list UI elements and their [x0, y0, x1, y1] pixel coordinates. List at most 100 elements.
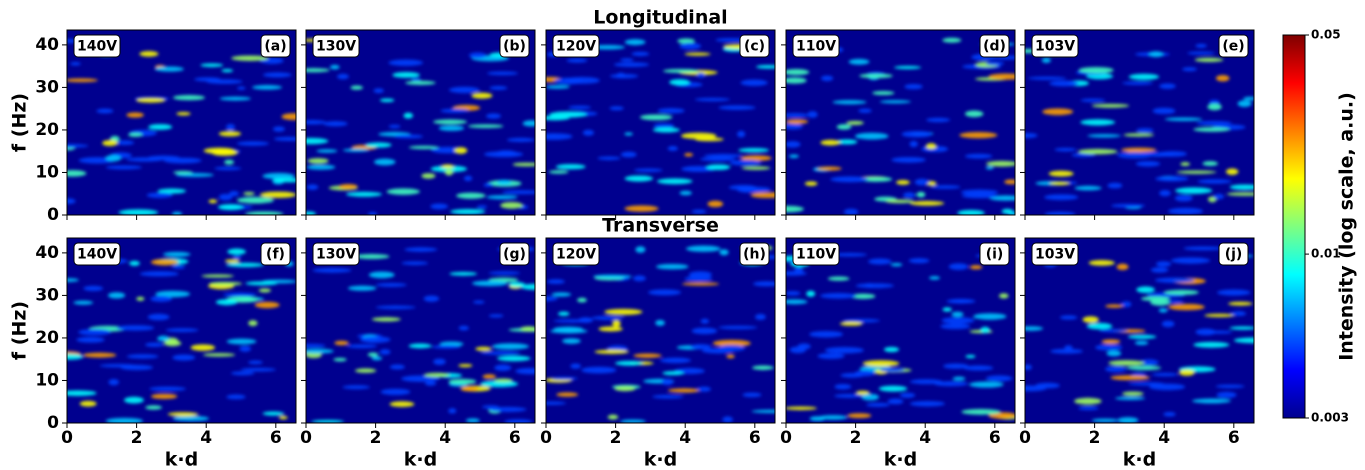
intensity-blob	[707, 200, 724, 208]
intensity-blob	[480, 380, 519, 388]
intensity-blob	[653, 123, 675, 129]
intensity-blob	[613, 62, 650, 67]
intensity-blob	[1074, 397, 1102, 405]
intensity-blob	[985, 61, 1005, 66]
panel-label-box	[1218, 34, 1249, 58]
intensity-blob	[67, 198, 76, 205]
intensity-blob	[756, 65, 775, 69]
voltage-label: 140V	[77, 39, 117, 55]
intensity-blob	[1154, 277, 1195, 283]
intensity-blob	[1148, 51, 1164, 58]
y-axis-label: f (Hz)	[9, 301, 31, 360]
intensity-blob	[1136, 128, 1154, 133]
intensity-blob	[639, 114, 673, 121]
intensity-blob	[306, 120, 326, 125]
panel: 0 2 4 6 k·d 103V (j)	[1019, 237, 1255, 470]
intensity-blob	[740, 79, 768, 86]
intensity-blob	[969, 381, 1004, 388]
intensity-blob	[1025, 326, 1044, 331]
intensity-blob	[916, 191, 926, 198]
intensity-blob	[79, 400, 97, 407]
intensity-blob	[350, 85, 363, 90]
intensity-blob	[691, 209, 707, 214]
panel-label-box	[739, 34, 770, 58]
x-tick-label: 6	[989, 428, 1001, 448]
intensity-blob	[553, 326, 584, 332]
intensity-blob	[681, 282, 720, 286]
intensity-blob	[925, 143, 937, 150]
intensity-blob	[494, 364, 512, 371]
intensity-blob	[1121, 301, 1132, 308]
intensity-blob	[1168, 207, 1204, 215]
voltage-label: 130V	[316, 247, 356, 263]
intensity-blob	[1044, 211, 1076, 215]
intensity-blob	[1204, 313, 1235, 318]
intensity-blob	[624, 205, 659, 212]
intensity-blob	[1135, 161, 1161, 167]
intensity-blob	[323, 121, 348, 127]
intensity-blob	[1080, 119, 1116, 126]
intensity-blob	[219, 96, 251, 101]
intensity-blob	[551, 292, 572, 297]
intensity-blob	[963, 365, 994, 371]
intensity-blob	[252, 85, 283, 90]
intensity-blob	[154, 66, 184, 72]
intensity-blob	[786, 271, 807, 276]
intensity-blob	[988, 73, 1015, 80]
intensity-blob	[486, 113, 501, 119]
intensity-blob	[633, 353, 662, 358]
intensity-blob	[1091, 103, 1130, 108]
intensity-blob	[433, 119, 468, 125]
intensity-blob	[1117, 417, 1139, 423]
intensity-blob	[1187, 51, 1215, 55]
intensity-blob	[200, 63, 224, 68]
intensity-blob	[548, 170, 569, 174]
intensity-blob	[612, 320, 621, 327]
intensity-blob	[891, 157, 926, 163]
intensity-blob	[227, 248, 246, 255]
intensity-blob	[208, 199, 218, 204]
panel-label-box	[260, 34, 291, 58]
intensity-blob	[948, 263, 969, 271]
intensity-blob	[680, 132, 717, 140]
x-tick-label: 4	[439, 428, 451, 448]
intensity-blob	[448, 378, 477, 385]
intensity-blob	[1004, 179, 1015, 185]
panel-label: (c)	[744, 39, 765, 55]
intensity-blob	[403, 112, 414, 119]
intensity-blob	[1064, 345, 1073, 350]
panel-frame	[66, 29, 297, 216]
intensity-blob	[985, 375, 1013, 382]
intensity-blob	[448, 86, 480, 94]
y-tick-label: 40	[35, 35, 59, 55]
intensity-blob	[868, 258, 892, 265]
intensity-blob	[248, 320, 258, 327]
intensity-blob	[73, 300, 94, 305]
intensity-blob	[1121, 147, 1157, 153]
x-tick-label: 2	[131, 428, 143, 448]
intensity-blob	[901, 130, 933, 138]
intensity-blob	[1152, 107, 1176, 115]
voltage-box	[792, 242, 840, 266]
intensity-blob	[942, 37, 962, 43]
y-tick-label: 0	[47, 205, 59, 225]
intensity-blob	[999, 293, 1009, 299]
intensity-blob	[441, 164, 455, 169]
intensity-blob	[786, 406, 818, 411]
colorbar-tick-label: 0.01	[1311, 247, 1341, 261]
intensity-blob	[883, 346, 900, 353]
panel-label-box	[739, 242, 770, 266]
intensity-blob	[1025, 364, 1032, 371]
intensity-blob	[243, 191, 255, 196]
intensity-blob	[904, 83, 923, 90]
panel-label: (b)	[503, 39, 526, 55]
intensity-blob	[520, 326, 535, 332]
intensity-blob	[96, 108, 114, 114]
panel-label-box	[979, 242, 1010, 266]
intensity-blob	[957, 209, 985, 215]
intensity-blob	[566, 58, 588, 63]
intensity-blob	[1134, 340, 1149, 345]
intensity-blob	[431, 345, 461, 349]
intensity-blob	[1049, 181, 1070, 186]
intensity-blob	[502, 190, 535, 195]
